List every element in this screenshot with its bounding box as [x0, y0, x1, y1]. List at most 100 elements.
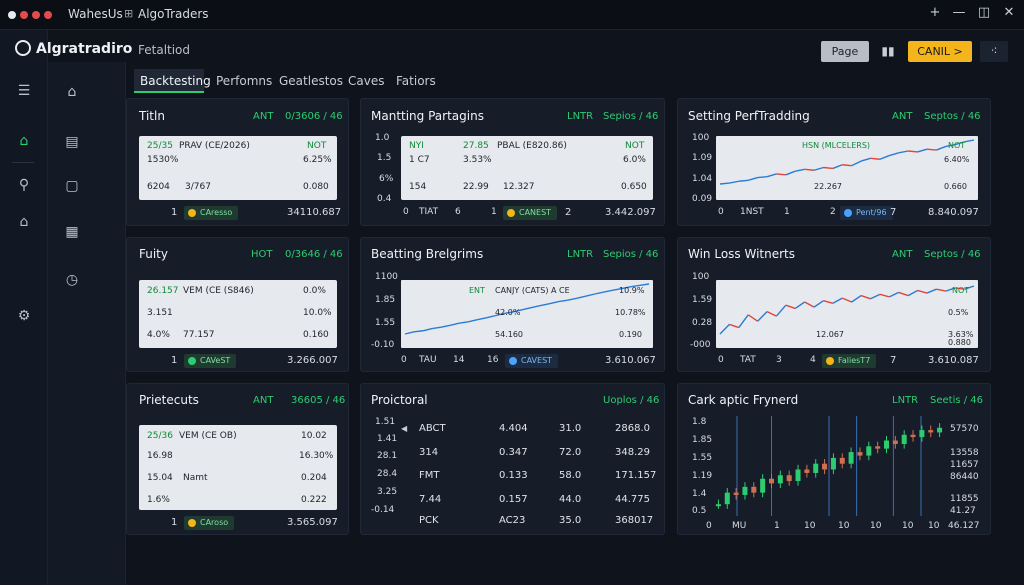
status-pill[interactable]: CANEST	[503, 206, 558, 220]
candle-body	[910, 434, 916, 438]
panel-cark-aptic-frynerd: Cark aptic Frynerd LNTR Seetis / 46 1.8 …	[677, 383, 991, 535]
pill-label: CAVeST	[200, 356, 231, 365]
series-line-segment	[823, 166, 833, 170]
close-icon[interactable]: ✕	[1003, 5, 1015, 20]
chart-label: HSN (MLCELERS)	[802, 141, 871, 150]
series-line-segment	[936, 145, 947, 151]
candle-body	[760, 478, 766, 493]
footer-total: 34110.687	[287, 207, 342, 218]
card-cell: VEM (CE (S846)	[183, 286, 254, 296]
series-line-segment	[468, 318, 478, 323]
candle-body	[901, 434, 907, 444]
candle-body	[866, 446, 872, 456]
series-line-segment	[898, 291, 909, 297]
x-tick: 16	[487, 355, 499, 365]
minimize-dot-icon[interactable]	[32, 11, 40, 19]
panel-title: Mantting Partagins	[371, 109, 484, 123]
split-icon[interactable]: ◫	[977, 5, 991, 20]
minimize-icon[interactable]: —	[952, 5, 966, 20]
stats-icon[interactable]: ▮▮	[881, 44, 895, 58]
chart-label: CANJY (CATS) A CE	[495, 286, 570, 295]
menu-label[interactable]: WahesUs	[68, 7, 123, 21]
window-dot-icon[interactable]	[8, 11, 16, 19]
dashboard-icon[interactable]: ⌂	[19, 133, 29, 149]
card-cell: 6.25%	[303, 155, 332, 165]
y-tick: 1.09	[692, 153, 713, 163]
series-line-segment	[549, 300, 559, 305]
more-options-button[interactable]: ⁖	[980, 41, 1008, 62]
tab-perfomns[interactable]: Perfomns	[216, 74, 273, 88]
document-icon[interactable]: ▤	[65, 134, 79, 150]
series-line-segment	[954, 141, 965, 146]
series-line-segment	[612, 287, 623, 291]
series-line-segment	[851, 160, 862, 167]
series-line-segment	[738, 314, 749, 329]
card-cell: 77.157	[183, 330, 215, 340]
status-pill[interactable]: CAVEST	[505, 354, 559, 368]
status-pill[interactable]: CAVeST	[184, 354, 237, 368]
y-tick: 1.85	[375, 295, 396, 305]
y-tick: 100	[692, 272, 710, 282]
series-line-segment	[860, 294, 871, 300]
tab-fatiors[interactable]: Fatiors	[396, 74, 436, 88]
maximize-dot-icon[interactable]	[44, 11, 52, 19]
footer-total: 8.840.097	[928, 207, 979, 218]
series-line-segment	[879, 154, 890, 160]
close-dot-icon[interactable]	[20, 11, 28, 19]
x-tick: 10	[804, 521, 816, 531]
series-line-segment	[747, 314, 759, 322]
candle-body	[733, 492, 739, 495]
clock-icon[interactable]: ◷	[65, 272, 79, 288]
briefcase-icon[interactable]: ▦	[65, 224, 79, 240]
series-line-segment	[639, 283, 650, 287]
pill-label: CAroso	[200, 518, 229, 527]
house-icon[interactable]: ⌂	[19, 214, 29, 230]
x-tick: 14	[453, 355, 465, 365]
square-icon[interactable]: ▢	[65, 178, 79, 194]
cancel-button[interactable]: CANIL >	[908, 41, 972, 62]
series-line-segment	[785, 170, 796, 176]
chart-label: 6.40%	[944, 155, 970, 164]
home-icon[interactable]: ⌂	[67, 84, 77, 100]
panel-title: Titln	[139, 109, 165, 123]
menu-icon[interactable]: ☰	[17, 83, 31, 99]
series-line-segment	[889, 291, 900, 298]
page-button[interactable]: Page	[821, 41, 869, 62]
tab-backtesting[interactable]: Backtesting	[134, 69, 211, 93]
table-cell: 171.157	[615, 470, 657, 481]
y-tick: 28.4	[377, 469, 398, 479]
line-chart: NOT 0.5% 3.63% 12.067 0.880	[716, 280, 978, 348]
status-pill[interactable]: Pent/96	[840, 206, 893, 220]
chart-label: 0.880	[948, 338, 971, 347]
tab-geatlestos[interactable]: Geatlestos	[279, 74, 344, 88]
status-pill[interactable]: CAroso	[184, 516, 235, 530]
candle-body	[751, 486, 757, 493]
x-tick: 0	[706, 521, 712, 531]
candle-body	[919, 430, 925, 438]
series-line-segment	[870, 157, 880, 160]
app-title: AlgoTraders	[138, 7, 209, 21]
y-tick: -0.14	[371, 505, 395, 515]
tab-caves[interactable]: Caves	[348, 74, 385, 88]
series-line-segment	[422, 327, 433, 332]
series-line-segment	[813, 166, 824, 171]
caret-left-icon[interactable]: ◀	[401, 424, 408, 433]
panel-tag: LNTR	[892, 395, 919, 406]
status-pill[interactable]: FaliesT7	[822, 354, 877, 368]
series-line-segment	[860, 157, 871, 162]
summary-card: 25/35 PRAV (CE/2026) NOT 1530% 6.25% 620…	[139, 136, 337, 200]
candle-body	[839, 457, 845, 464]
footer-index: 2	[565, 207, 572, 218]
card-cell: 0.160	[303, 330, 329, 340]
card-cell: 3.151	[147, 308, 173, 318]
chart-tool-icon[interactable]: ⚲	[18, 177, 30, 193]
line-chart: HSN (MLCELERS) NOT 6.40% 22.267 0.660	[716, 136, 978, 200]
y-tick: 100	[692, 133, 710, 143]
status-pill[interactable]: CAresso	[184, 206, 239, 220]
x-tick: 0	[401, 355, 407, 365]
settings-icon[interactable]: ⚙	[17, 308, 31, 324]
add-tab-icon[interactable]: +	[929, 5, 941, 20]
footer-index: 1	[171, 355, 178, 366]
line-chart-svg	[719, 285, 975, 335]
primary-sidebar: ☰ ⌂ ⚲ ⌂ ⚙	[0, 30, 48, 585]
